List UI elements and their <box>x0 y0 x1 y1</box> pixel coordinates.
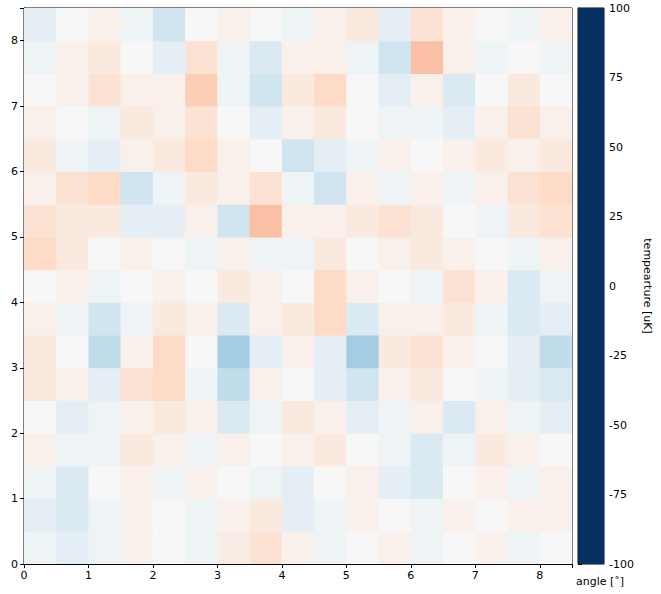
svg-text:0: 0 <box>609 280 616 293</box>
svg-text:4: 4 <box>11 296 18 309</box>
svg-text:3: 3 <box>11 361 18 374</box>
svg-text:2: 2 <box>149 569 156 582</box>
svg-text:3: 3 <box>214 569 221 582</box>
svg-text:1: 1 <box>85 569 92 582</box>
svg-text:-25: -25 <box>609 349 627 362</box>
svg-text:25: 25 <box>609 210 623 223</box>
svg-text:8: 8 <box>536 569 543 582</box>
svg-text:0: 0 <box>11 558 18 571</box>
svg-text:8: 8 <box>11 34 18 47</box>
svg-text:-50: -50 <box>609 419 627 432</box>
svg-text:7: 7 <box>11 100 18 113</box>
svg-text:2: 2 <box>11 427 18 440</box>
svg-text:5: 5 <box>343 569 350 582</box>
svg-text:-100: -100 <box>609 558 634 571</box>
svg-text:-75: -75 <box>609 488 627 501</box>
svg-text:5: 5 <box>11 230 18 243</box>
svg-text:angle [˚]: angle [˚] <box>576 575 624 588</box>
svg-text:tempearture [uK]: tempearture [uK] <box>641 238 654 333</box>
svg-text:0: 0 <box>21 569 28 582</box>
svg-text:6: 6 <box>407 569 414 582</box>
svg-text:7: 7 <box>472 569 479 582</box>
svg-text:6: 6 <box>11 165 18 178</box>
svg-text:75: 75 <box>609 71 623 84</box>
svg-text:1: 1 <box>11 492 18 505</box>
svg-text:50: 50 <box>609 141 623 154</box>
svg-text:4: 4 <box>278 569 285 582</box>
svg-text:100: 100 <box>609 2 630 15</box>
